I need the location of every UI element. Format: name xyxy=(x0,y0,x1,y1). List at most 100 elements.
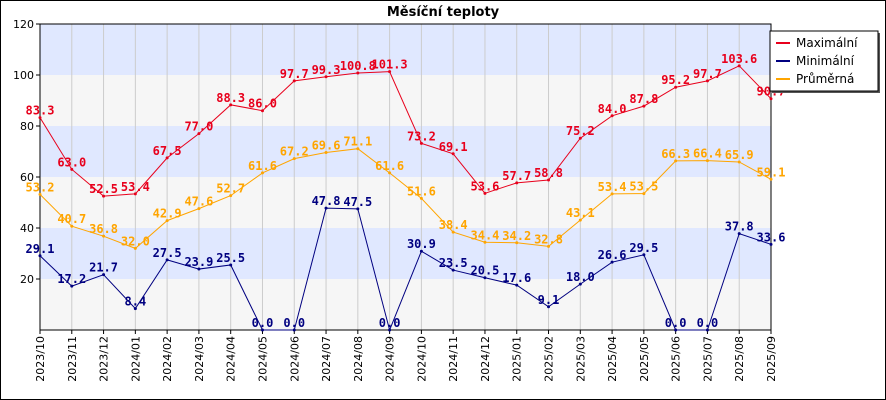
data-label: 42.9 xyxy=(153,207,182,221)
x-tick-label: 2025/01 xyxy=(511,336,524,382)
data-label: 34.4 xyxy=(471,228,500,242)
data-label: 47.8 xyxy=(312,194,341,208)
data-point xyxy=(197,267,201,271)
x-tick-label: 2025/04 xyxy=(606,336,619,382)
data-label: 53.4 xyxy=(598,180,627,194)
x-tick-label: 2024/04 xyxy=(225,336,238,382)
data-label: 20.5 xyxy=(471,264,500,278)
data-label: 33.6 xyxy=(757,230,786,244)
data-label: 34.2 xyxy=(502,229,531,243)
data-point xyxy=(547,178,551,182)
data-point xyxy=(515,241,519,245)
data-label: 0.0 xyxy=(283,316,305,330)
data-point xyxy=(102,234,106,238)
data-point xyxy=(451,152,455,156)
legend-label: Průměrná xyxy=(796,72,854,86)
data-point xyxy=(737,64,741,68)
data-point xyxy=(578,218,582,222)
data-label: 75.2 xyxy=(566,124,595,138)
data-point xyxy=(674,85,678,89)
data-point xyxy=(133,192,137,196)
data-point xyxy=(737,232,741,236)
data-point xyxy=(229,194,233,198)
data-label: 61.6 xyxy=(248,159,277,173)
data-label: 65.9 xyxy=(725,148,754,162)
x-tick-label: 2024/06 xyxy=(288,336,301,382)
data-label: 103.6 xyxy=(721,52,757,66)
data-point xyxy=(705,328,709,332)
data-point xyxy=(292,328,296,332)
data-label: 59.1 xyxy=(757,165,786,179)
data-point xyxy=(515,283,519,287)
data-label: 66.4 xyxy=(693,147,722,161)
data-label: 53.6 xyxy=(471,179,500,193)
data-point xyxy=(388,70,392,74)
data-point xyxy=(165,219,169,223)
data-point xyxy=(38,254,42,258)
data-point xyxy=(483,276,487,280)
data-point xyxy=(292,157,296,161)
data-label: 17.6 xyxy=(502,271,531,285)
x-tick-label: 2024/07 xyxy=(320,336,333,382)
band-0 xyxy=(40,279,771,330)
data-point xyxy=(388,171,392,175)
data-point xyxy=(70,284,74,288)
data-point xyxy=(292,79,296,83)
data-label: 0.0 xyxy=(379,316,401,330)
data-label: 0.0 xyxy=(665,316,687,330)
data-label: 100.8 xyxy=(340,59,376,73)
data-label: 83.3 xyxy=(26,104,55,118)
data-point xyxy=(229,263,233,267)
data-label: 36.8 xyxy=(89,222,118,236)
data-label: 52.7 xyxy=(216,182,245,196)
x-tick-label: 2024/03 xyxy=(193,336,206,382)
legend-label: Minimální xyxy=(796,54,855,68)
x-tick-label: 2024/12 xyxy=(479,336,492,382)
legend: Maximální Minimální Průměrná xyxy=(769,30,880,93)
data-point xyxy=(674,159,678,163)
data-point xyxy=(483,240,487,244)
series-line-1 xyxy=(39,207,772,332)
data-point xyxy=(356,71,360,75)
x-tick-label: 2025/03 xyxy=(574,336,587,382)
data-label: 57.7 xyxy=(502,169,531,183)
data-label: 66.3 xyxy=(661,147,690,161)
x-tick-label: 2024/08 xyxy=(352,336,365,382)
x-tick-label: 2025/05 xyxy=(638,336,651,382)
data-point xyxy=(102,273,106,277)
data-label: 25.5 xyxy=(216,251,245,265)
y-tick-label: 40 xyxy=(20,222,34,235)
data-point xyxy=(642,192,646,196)
data-label: 32.0 xyxy=(121,234,150,248)
data-label: 53.2 xyxy=(26,180,55,194)
x-tick-label: 2024/11 xyxy=(447,336,460,382)
x-tick-label: 2023/11 xyxy=(66,336,79,382)
data-label: 53.4 xyxy=(121,180,150,194)
data-label: 21.7 xyxy=(89,261,118,275)
x-tick-label: 2025/08 xyxy=(733,336,746,382)
data-point xyxy=(388,328,392,332)
data-point xyxy=(547,305,551,309)
y-tick-label: 120 xyxy=(13,18,34,31)
y-tick-label: 20 xyxy=(20,273,34,286)
data-point xyxy=(133,307,137,311)
data-point xyxy=(419,196,423,200)
data-point xyxy=(260,109,264,113)
data-point xyxy=(165,156,169,160)
data-label: 87.8 xyxy=(629,92,658,106)
data-label: 27.5 xyxy=(153,246,182,260)
data-point xyxy=(451,230,455,234)
data-label: 67.5 xyxy=(153,144,182,158)
data-point xyxy=(324,75,328,79)
series-line-0 xyxy=(39,65,772,197)
data-label: 47.6 xyxy=(184,195,213,209)
y-tick-label: 100 xyxy=(13,69,34,82)
data-label: 8.4 xyxy=(125,295,147,309)
y-tick-label: 80 xyxy=(20,120,34,133)
data-point xyxy=(737,160,741,164)
data-point xyxy=(324,151,328,155)
data-point xyxy=(674,328,678,332)
data-label: 30.9 xyxy=(407,237,436,251)
